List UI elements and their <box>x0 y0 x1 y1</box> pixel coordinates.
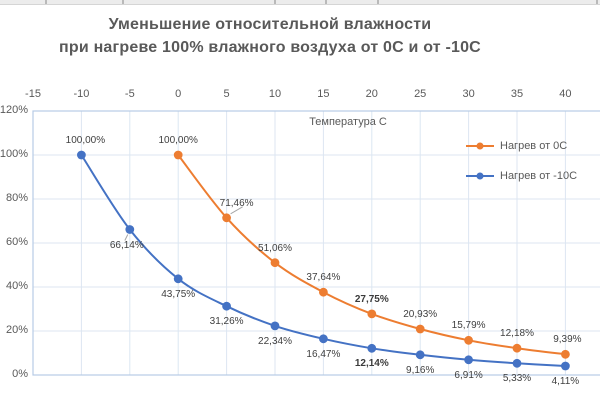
y-tick-label: 60% <box>5 236 28 248</box>
data-label[interactable]: 9,39% <box>553 334 582 346</box>
data-label[interactable]: 66,14% <box>109 239 144 251</box>
data-point-marker[interactable] <box>367 343 377 353</box>
y-tick-label: 80% <box>5 192 28 204</box>
data-point-marker[interactable] <box>222 213 232 223</box>
column-separator-tick <box>122 0 124 4</box>
data-label[interactable]: 71,46% <box>219 197 254 209</box>
plot-border <box>32 110 600 376</box>
x-tick-label: 40 <box>559 88 572 100</box>
legend-line-marker-icon <box>466 172 494 180</box>
x-tick-label: 25 <box>414 88 427 100</box>
x-tick-label: -15 <box>25 88 41 100</box>
data-label[interactable]: 9,16% <box>406 364 435 376</box>
x-tick-label: 35 <box>510 88 524 100</box>
data-label[interactable]: 5,33% <box>502 373 532 385</box>
data-label[interactable]: 22,34% <box>258 335 292 347</box>
x-tick-label: 30 <box>462 88 475 100</box>
data-point-marker[interactable] <box>512 358 522 368</box>
data-label[interactable]: 15,79% <box>451 320 486 332</box>
x-tick-label: 15 <box>317 88 330 100</box>
data-label[interactable]: 100,00% <box>65 135 106 146</box>
data-point-marker[interactable] <box>561 361 570 371</box>
data-label-leader-line <box>230 206 243 215</box>
x-tick-label: 10 <box>268 88 282 100</box>
x-tick-label: -10 <box>73 88 90 100</box>
column-separator-tick <box>325 0 327 4</box>
data-label[interactable]: 51,06% <box>258 242 292 254</box>
data-label[interactable]: 27,75% <box>354 293 389 305</box>
legend-label: Нагрев от 0С <box>500 140 568 152</box>
data-label[interactable]: 43,75% <box>161 288 196 300</box>
data-point-marker[interactable] <box>173 150 183 160</box>
data-point-marker[interactable] <box>319 287 328 297</box>
y-tick-label: 0% <box>12 368 28 380</box>
column-separator-tick <box>377 0 379 4</box>
spreadsheet-edge-strip <box>0 0 600 5</box>
y-tick-label: 120% <box>0 104 28 116</box>
data-point-marker[interactable] <box>125 225 135 234</box>
data-label[interactable]: 20,93% <box>403 309 438 320</box>
data-point-marker[interactable] <box>512 343 522 353</box>
x-axis-title[interactable]: Температура С <box>309 116 387 128</box>
column-separator-tick <box>45 0 47 4</box>
column-separator-tick <box>596 0 598 4</box>
data-label[interactable]: 37,64% <box>306 272 341 284</box>
x-tick-label: -5 <box>124 88 135 100</box>
data-label[interactable]: 16,47% <box>306 348 341 360</box>
data-point-marker[interactable] <box>464 335 473 345</box>
column-separator-tick <box>274 0 276 4</box>
y-tick-label: 40% <box>5 280 28 292</box>
legend-label: Нагрев от -10С <box>500 170 578 182</box>
y-tick-label: 20% <box>5 324 28 336</box>
data-label[interactable]: 12,14% <box>354 358 389 370</box>
chart-title-line2: при нагреве 100% влажного воздуха от 0С … <box>59 39 481 56</box>
chart-title-line1: Уменьшение относительной влажности <box>108 16 432 33</box>
x-tick-label: 0 <box>175 88 182 100</box>
data-point-marker[interactable] <box>319 334 328 344</box>
data-label[interactable]: 6,91% <box>454 369 483 381</box>
data-point-marker[interactable] <box>464 355 473 365</box>
data-label[interactable]: 4,11% <box>551 376 580 387</box>
y-tick-label: 100% <box>0 148 28 160</box>
data-point-marker[interactable] <box>367 309 377 319</box>
data-point-marker[interactable] <box>561 349 570 359</box>
data-point-marker[interactable] <box>173 274 183 284</box>
legend-item-heat-from-0c[interactable]: Нагрев от 0С <box>466 138 567 154</box>
legend-item-heat-from-minus10c[interactable]: Нагрев от -10С <box>466 168 577 184</box>
x-tick-label: 20 <box>365 88 378 100</box>
data-point-marker[interactable] <box>77 150 86 160</box>
data-label[interactable]: 100,00% <box>158 135 198 146</box>
data-point-marker[interactable] <box>270 321 280 331</box>
chart-title[interactable]: Уменьшение относительной влажности при н… <box>0 13 540 59</box>
data-point-marker[interactable] <box>222 301 232 311</box>
data-label[interactable]: 12,18% <box>500 328 534 340</box>
data-point-marker[interactable] <box>270 258 280 268</box>
data-point-marker[interactable] <box>415 324 425 334</box>
data-label[interactable]: 31,26% <box>209 316 244 328</box>
x-tick-label: 5 <box>223 88 230 100</box>
data-label-leader-line <box>124 234 129 241</box>
legend-line-marker-icon <box>466 142 494 150</box>
data-point-marker[interactable] <box>415 350 425 360</box>
